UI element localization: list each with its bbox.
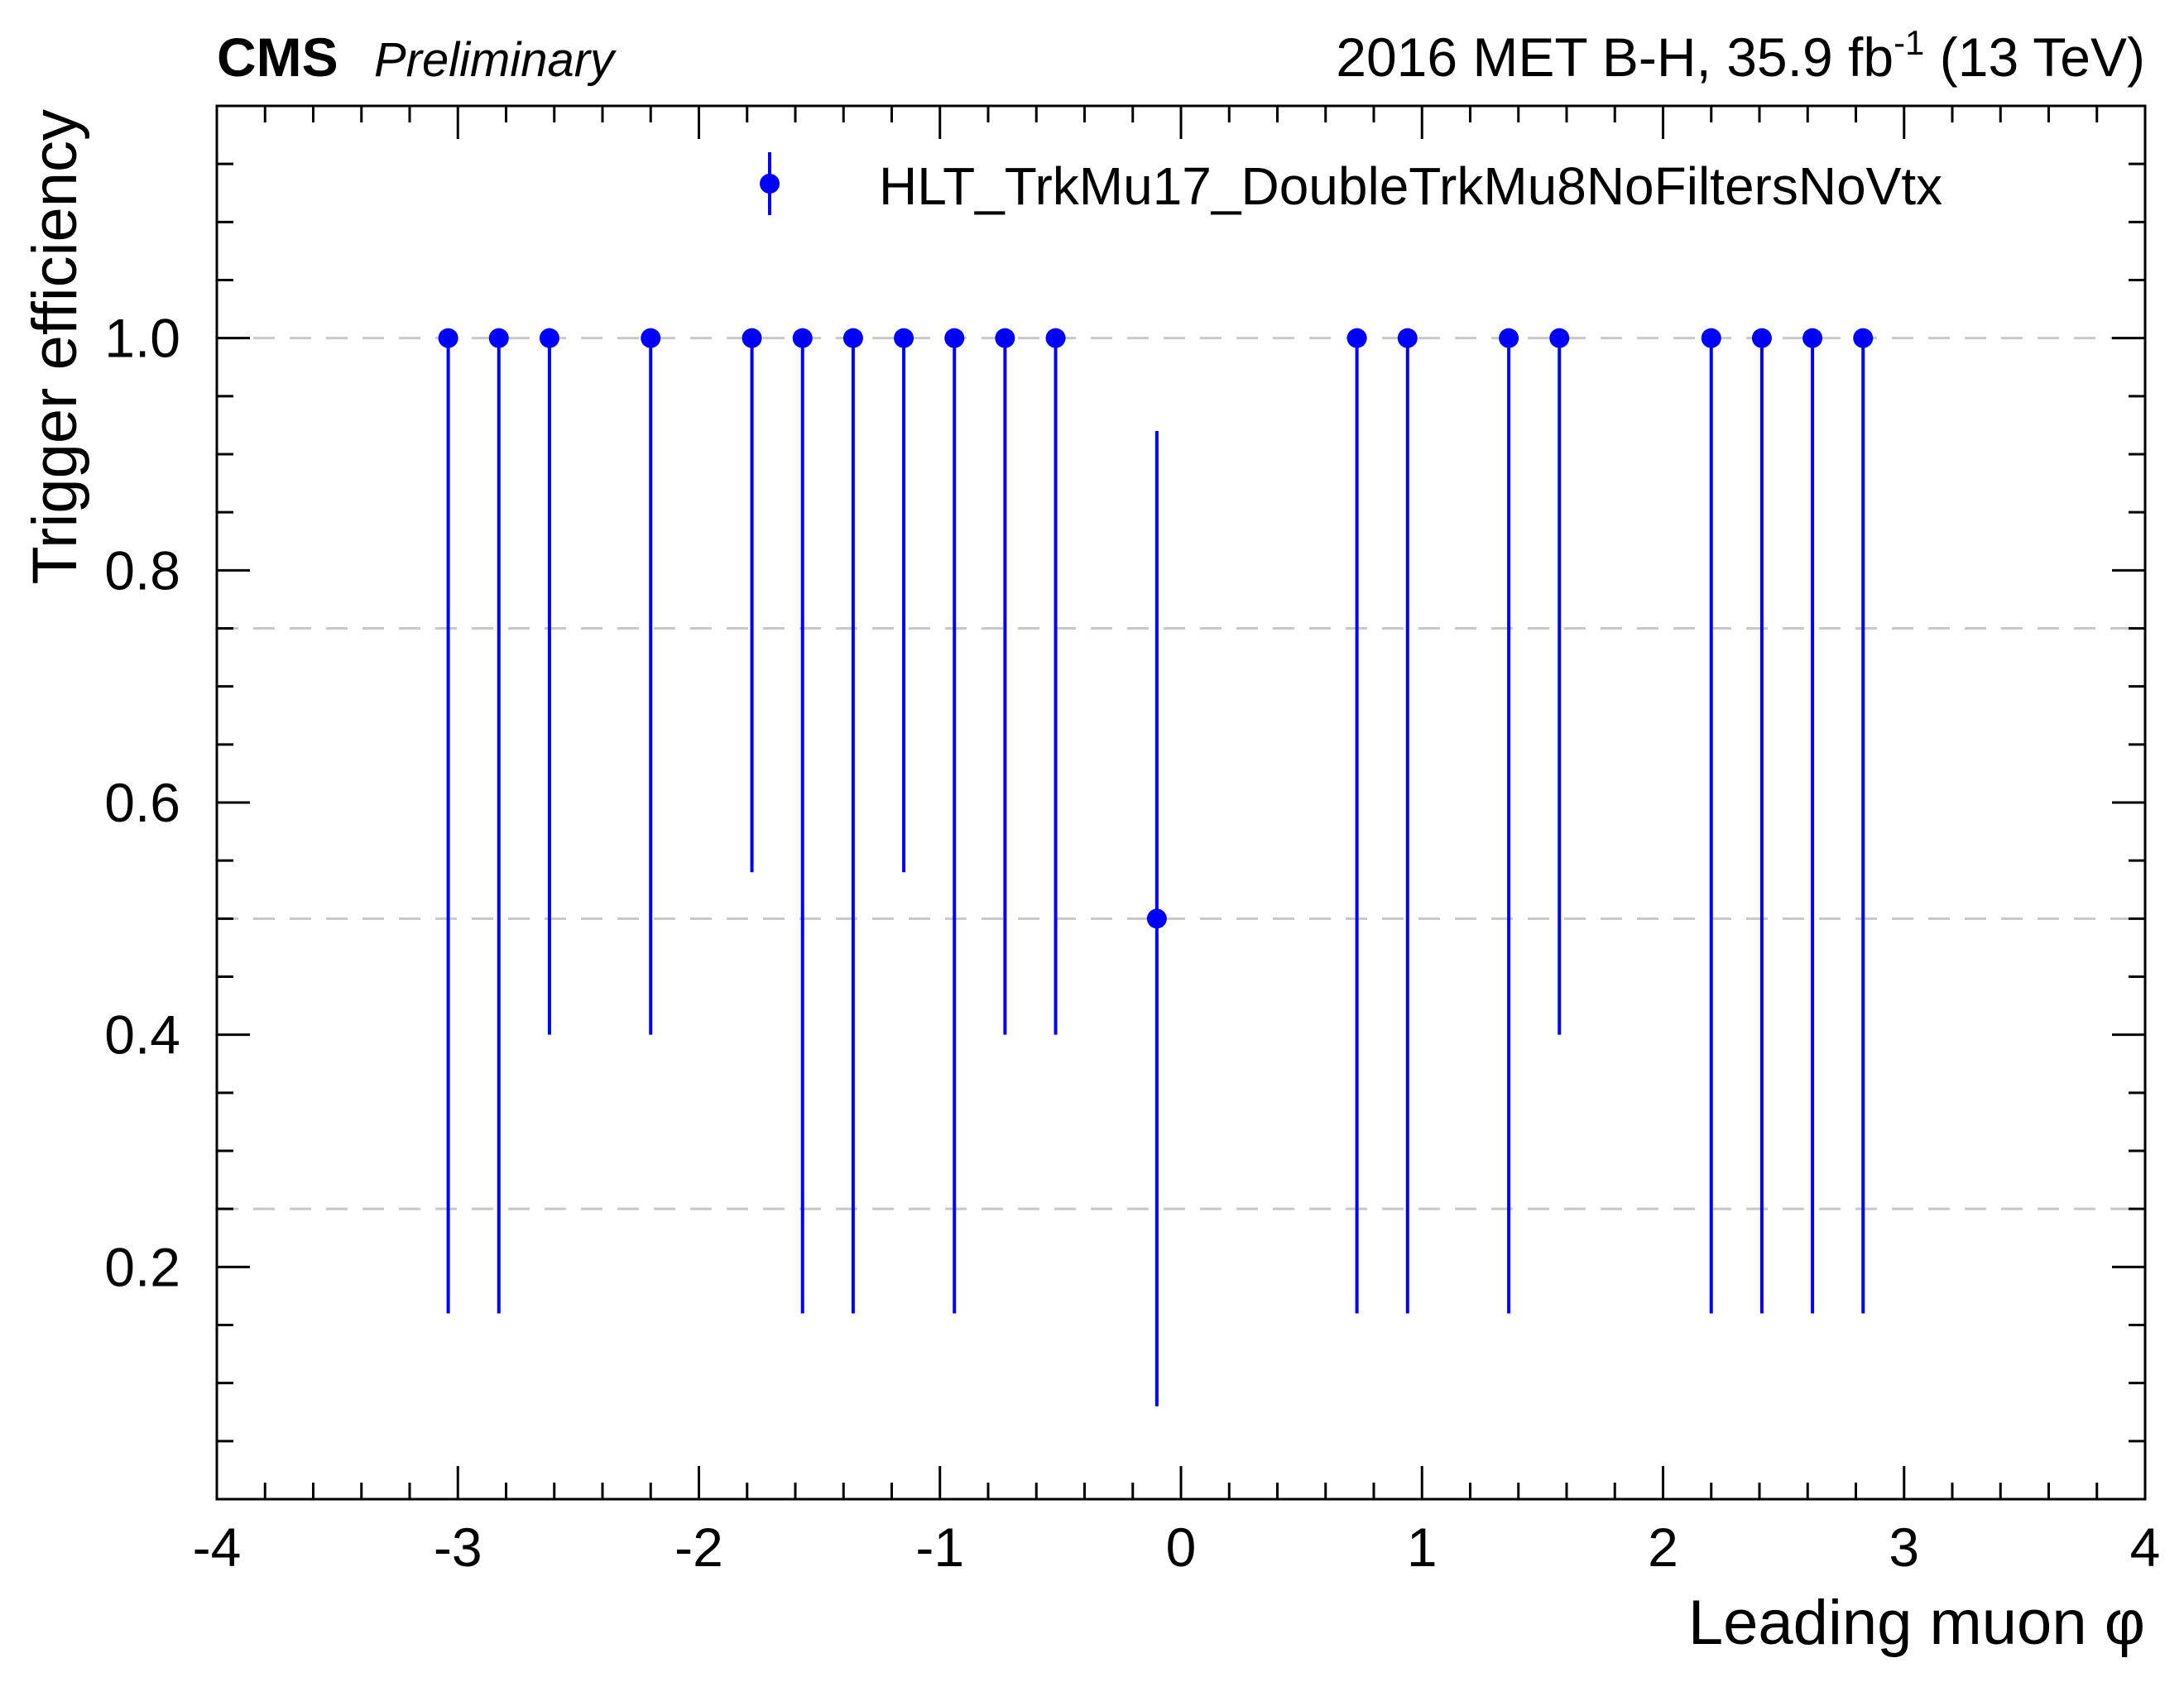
data-point-11 — [1146, 908, 1167, 929]
plot-frame — [215, 104, 2147, 1501]
y-tick-label: 0.6 — [104, 772, 180, 833]
data-point-6 — [842, 328, 863, 348]
data-point-5 — [792, 328, 813, 348]
x-axis-label: Leading muon φ — [1688, 1588, 2145, 1658]
data-point-13 — [1397, 328, 1418, 348]
x-tick-label: -1 — [915, 1517, 964, 1578]
data-point-14 — [1499, 328, 1519, 348]
luminosity-exponent: -1 — [1894, 23, 1924, 62]
gridlines — [217, 337, 2145, 1210]
y-tick-label: 0.8 — [104, 539, 180, 601]
data-point-18 — [1802, 328, 1823, 348]
x-tick-label: 1 — [1407, 1517, 1438, 1578]
y-tick-label: 0.4 — [104, 1004, 180, 1066]
data-point-12 — [1346, 328, 1367, 348]
y-tick-label: 0.2 — [104, 1236, 180, 1297]
data-point-1 — [488, 328, 509, 348]
data-point-0 — [438, 328, 458, 348]
x-tick-label: -4 — [193, 1517, 242, 1578]
x-tick-label: 4 — [2130, 1517, 2161, 1578]
legend-entry-label: HLT_TrkMu17_DoubleTrkMu8NoFiltersNoVtx — [879, 156, 1942, 216]
x-tick-label: -2 — [674, 1517, 723, 1578]
x-tick-label: 0 — [1166, 1517, 1197, 1578]
data-points — [438, 328, 1874, 1406]
luminosity-label: 2016 MET B-H, 35.9 fb-1 (13 TeV) — [1336, 23, 2145, 88]
x-tick-label: 2 — [1648, 1517, 1678, 1578]
y-tick-label: 1.0 — [104, 308, 180, 369]
tick-labels: -4 -3 -2 -1 0 1 2 3 4 0.2 0.4 0.6 0.8 1.0 — [104, 308, 2160, 1578]
data-point-15 — [1549, 328, 1570, 348]
data-point-10 — [1045, 328, 1066, 348]
luminosity-prefix: 2016 MET B-H, 35.9 fb — [1336, 26, 1894, 88]
data-point-17 — [1751, 328, 1772, 348]
data-point-19 — [1853, 328, 1874, 348]
y-axis-label: Trigger efficiency — [20, 109, 90, 584]
legend: HLT_TrkMu17_DoubleTrkMu8NoFiltersNoVtx — [760, 152, 1942, 216]
data-point-7 — [894, 328, 914, 348]
legend-marker — [760, 174, 780, 194]
experiment-label: CMS — [217, 26, 338, 88]
data-point-3 — [641, 328, 661, 348]
status-label: Preliminary — [374, 33, 617, 87]
data-point-2 — [539, 328, 559, 348]
data-point-4 — [742, 328, 762, 348]
x-tick-label: 3 — [1889, 1517, 1919, 1578]
luminosity-suffix: (13 TeV) — [1924, 26, 2145, 88]
data-point-9 — [995, 328, 1015, 348]
x-tick-label: -3 — [434, 1517, 482, 1578]
data-point-16 — [1701, 328, 1721, 348]
data-point-8 — [944, 328, 965, 348]
